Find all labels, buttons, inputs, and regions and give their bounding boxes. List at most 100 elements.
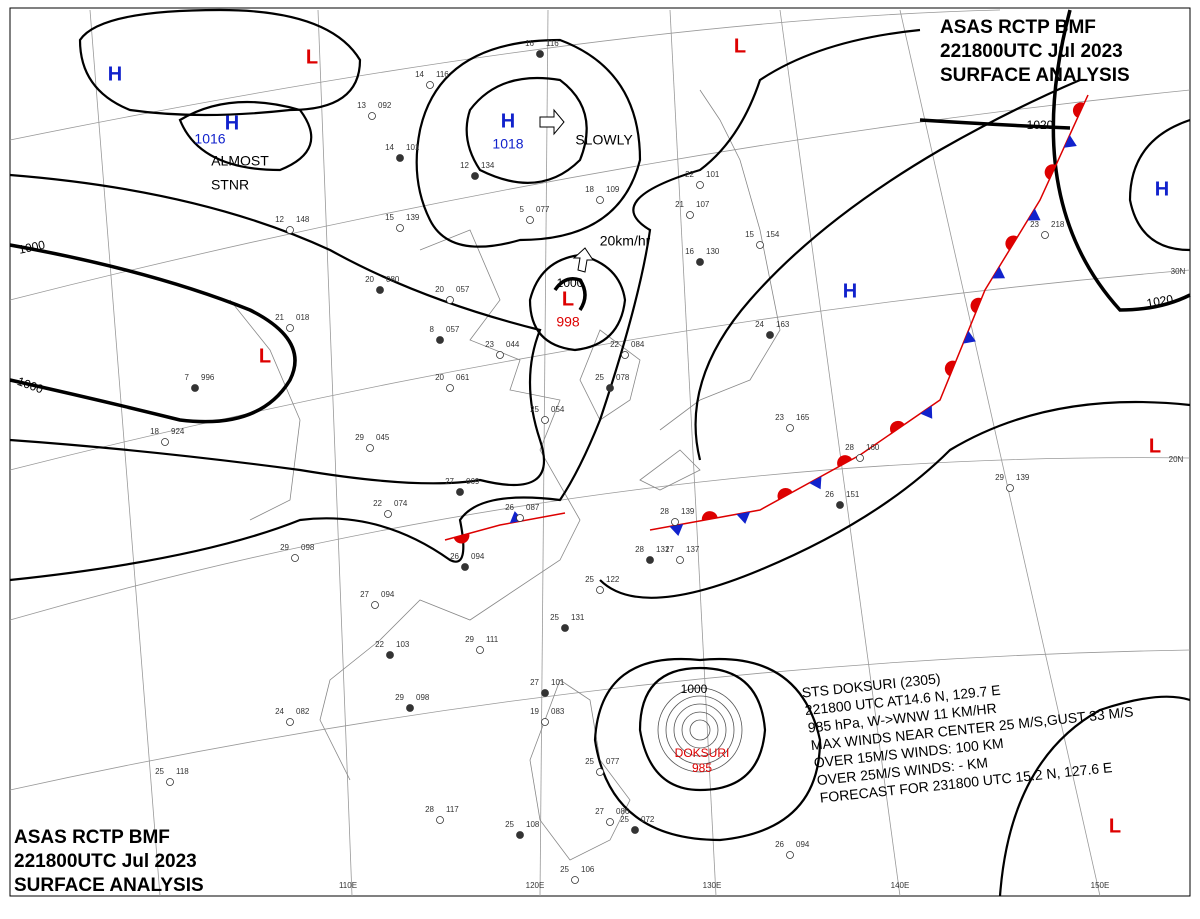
station-pressure: 092 bbox=[378, 101, 392, 110]
station-marker bbox=[856, 454, 864, 462]
cold-symbol bbox=[809, 476, 822, 490]
station-temp: 27 bbox=[665, 545, 674, 554]
station-temp: 18 bbox=[150, 427, 159, 436]
station-marker bbox=[286, 324, 294, 332]
station-temp: 22 bbox=[685, 170, 694, 179]
station-marker bbox=[516, 514, 524, 522]
station-temp: 26 bbox=[450, 552, 459, 561]
station-marker bbox=[621, 351, 629, 359]
station-temp: 14 bbox=[385, 143, 394, 152]
station-marker bbox=[376, 286, 384, 294]
system-label: H bbox=[225, 112, 239, 134]
map-frame bbox=[9, 7, 1191, 897]
station-marker bbox=[191, 384, 199, 392]
station-marker bbox=[696, 258, 704, 266]
warm-symbol bbox=[1005, 235, 1018, 251]
station-temp: 26 bbox=[505, 503, 514, 512]
station-temp: 25 bbox=[585, 757, 594, 766]
graticule bbox=[9, 9, 1191, 897]
station-marker bbox=[571, 876, 579, 884]
station-marker bbox=[606, 818, 614, 826]
station-temp: 29 bbox=[355, 433, 364, 442]
storm-pressure: 985 bbox=[692, 761, 712, 775]
station-pressure: 109 bbox=[606, 185, 620, 194]
station-pressure: 078 bbox=[616, 373, 630, 382]
station-temp: 25 bbox=[620, 815, 629, 824]
station-pressure: 098 bbox=[301, 543, 315, 552]
station-marker bbox=[396, 224, 404, 232]
station-pressure: 160 bbox=[866, 443, 880, 452]
isobar-label: 1000 bbox=[557, 276, 584, 290]
station-temp: 12 bbox=[275, 215, 284, 224]
station-temp: 21 bbox=[675, 200, 684, 209]
station-marker bbox=[446, 296, 454, 304]
station-pressure: 018 bbox=[296, 313, 310, 322]
station-temp: 22 bbox=[373, 499, 382, 508]
station-pressure: 139 bbox=[681, 507, 695, 516]
station-temp: 29 bbox=[465, 635, 474, 644]
station-pressure: 154 bbox=[766, 230, 780, 239]
station-pressure: 122 bbox=[606, 575, 620, 584]
cold-symbol bbox=[920, 405, 933, 419]
movement-arrow bbox=[539, 108, 565, 136]
station-marker bbox=[541, 718, 549, 726]
station-temp: 25 bbox=[560, 865, 569, 874]
warm-symbol bbox=[944, 360, 956, 377]
station-temp: 29 bbox=[395, 693, 404, 702]
station-marker bbox=[166, 778, 174, 786]
station-marker bbox=[461, 563, 469, 571]
header-line: SURFACE ANALYSIS bbox=[940, 65, 1130, 86]
station-marker bbox=[371, 601, 379, 609]
station-pressure: 044 bbox=[506, 340, 520, 349]
station-marker bbox=[384, 510, 392, 518]
station-pressure: 130 bbox=[706, 247, 720, 256]
warm-symbol bbox=[970, 297, 982, 314]
grid-label: 140E bbox=[891, 881, 910, 890]
station-pressure: 137 bbox=[686, 545, 700, 554]
header-line: 221800UTC Jul 2023 bbox=[14, 851, 197, 872]
system-label: H bbox=[108, 63, 122, 85]
station-marker bbox=[446, 384, 454, 392]
station-temp: 28 bbox=[845, 443, 854, 452]
station-pressure: 080 bbox=[386, 275, 400, 284]
cold-symbol bbox=[736, 511, 751, 524]
station-pressure: 148 bbox=[296, 215, 310, 224]
isobar-label: 1000 bbox=[681, 682, 708, 696]
station-temp: 28 bbox=[660, 507, 669, 516]
station-pressure: 061 bbox=[456, 373, 470, 382]
grid-label: 150E bbox=[1091, 881, 1110, 890]
station-temp: 25 bbox=[505, 820, 514, 829]
station-temp: 8 bbox=[430, 325, 435, 334]
station-pressure: 072 bbox=[641, 815, 655, 824]
annotation: ALMOST bbox=[211, 153, 269, 169]
station-temp: 15 bbox=[385, 213, 394, 222]
warm-symbol bbox=[837, 455, 853, 468]
system-label: L bbox=[734, 35, 746, 57]
system-pressure: 1018 bbox=[492, 136, 523, 152]
station-pressure: 083 bbox=[551, 707, 565, 716]
system-label: L bbox=[306, 46, 318, 68]
station-marker bbox=[596, 768, 604, 776]
station-pressure: 101 bbox=[706, 170, 720, 179]
station-temp: 26 bbox=[825, 490, 834, 499]
station-pressure: 054 bbox=[551, 405, 565, 414]
station-temp: 22 bbox=[375, 640, 384, 649]
station-temp: 13 bbox=[357, 101, 366, 110]
station-temp: 29 bbox=[995, 473, 1004, 482]
station-marker bbox=[696, 181, 704, 189]
station-temp: 27 bbox=[360, 590, 369, 599]
station-temp: 5 bbox=[520, 205, 525, 214]
station-pressure: 094 bbox=[796, 840, 810, 849]
grid-label: 110E bbox=[339, 881, 357, 890]
warm-symbol bbox=[1044, 164, 1056, 180]
station-pressure: 151 bbox=[846, 490, 860, 499]
grid-label: 120E bbox=[526, 881, 545, 890]
station-pressure: 131 bbox=[656, 545, 670, 554]
station-temp: 25 bbox=[530, 405, 539, 414]
station-marker bbox=[436, 336, 444, 344]
station-marker bbox=[406, 704, 414, 712]
station-marker bbox=[596, 586, 604, 594]
station-pressure: 086 bbox=[616, 807, 630, 816]
station-temp: 23 bbox=[775, 413, 784, 422]
